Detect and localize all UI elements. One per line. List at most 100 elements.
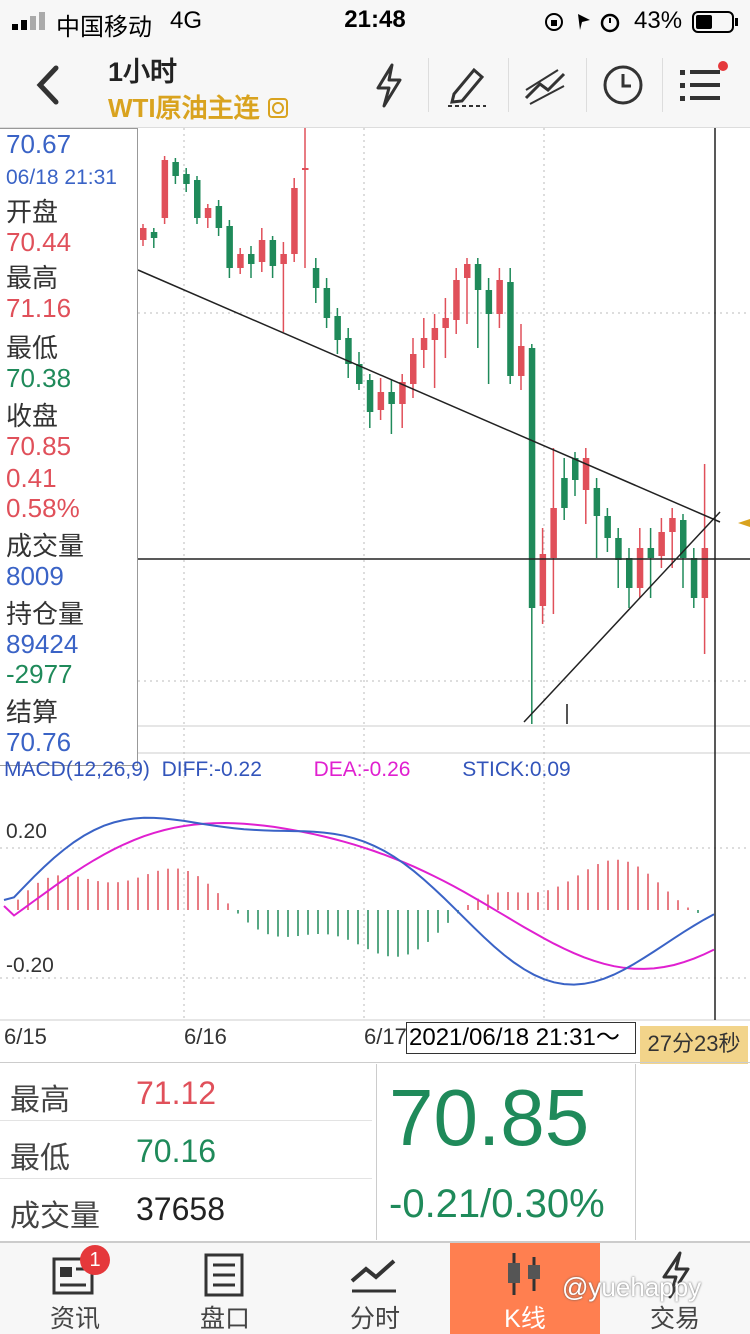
candle-body bbox=[161, 160, 169, 218]
high-label: 最高 bbox=[6, 263, 59, 293]
date-tick: 6/17 bbox=[364, 1024, 407, 1049]
open-label: 开盘 bbox=[6, 197, 59, 227]
diff-line bbox=[3, 816, 715, 986]
ohlc-info-panel: 70.67 06/18 21:31 开盘 70.44 最高 71.16 最低 7… bbox=[0, 128, 138, 766]
macd-axis-top: 0.20 bbox=[6, 820, 47, 843]
tab-news[interactable]: 1 资讯 bbox=[0, 1243, 150, 1334]
intraday-icon bbox=[350, 1259, 396, 1293]
candle-body bbox=[431, 328, 439, 340]
close-value: 70.85 bbox=[6, 431, 72, 461]
drawing-tools-icon[interactable] bbox=[520, 60, 570, 110]
candle-body bbox=[442, 318, 449, 328]
candle-body bbox=[496, 280, 503, 314]
candle-body bbox=[323, 288, 331, 318]
candle-body bbox=[410, 354, 417, 384]
candle-body bbox=[561, 478, 568, 508]
stat-row-high: 最高 71.12 bbox=[0, 1063, 372, 1121]
tab-orderbook[interactable]: 盘口 bbox=[150, 1243, 300, 1334]
candle-body bbox=[269, 240, 277, 266]
instrument-title[interactable]: WTI原油主连 bbox=[108, 88, 289, 125]
tab-label: 盘口 bbox=[199, 1305, 250, 1333]
lightning-icon[interactable] bbox=[364, 60, 414, 110]
candle-body bbox=[539, 554, 547, 606]
candle-body bbox=[647, 548, 655, 558]
last-price-panel: 70.85 -0.21/0.30% bbox=[376, 1064, 636, 1240]
pen-icon[interactable] bbox=[442, 60, 492, 110]
change-percent: 0.58% bbox=[6, 493, 80, 523]
candle-body bbox=[474, 264, 482, 290]
carrier: 中国移动 bbox=[56, 14, 152, 41]
tab-kline[interactable]: K线 bbox=[450, 1243, 600, 1334]
stat-low-value: 70.16 bbox=[136, 1133, 217, 1169]
stat-low-label: 最低 bbox=[10, 1142, 70, 1175]
candle-body bbox=[593, 488, 601, 516]
macd-label: MACD(12,26,9) bbox=[4, 758, 150, 781]
period-title[interactable]: 1小时 bbox=[108, 57, 178, 87]
orderbook-icon bbox=[204, 1253, 244, 1297]
candle-body bbox=[237, 254, 244, 268]
settle-value: 70.76 bbox=[6, 727, 72, 757]
candle-body bbox=[507, 282, 514, 376]
tab-label: 交易 bbox=[649, 1305, 700, 1333]
last-price: 70.85 bbox=[389, 1073, 590, 1162]
macd-stick: STICK:0.09 bbox=[462, 758, 571, 781]
tab-trade[interactable]: 交易 bbox=[600, 1243, 750, 1334]
header: 1小时 WTI原油主连 bbox=[0, 42, 750, 128]
candle-body bbox=[464, 264, 471, 278]
trend-line bbox=[523, 511, 721, 723]
candle-body bbox=[377, 392, 385, 410]
candle-body bbox=[334, 316, 341, 340]
battery-percent: 43% bbox=[634, 7, 683, 34]
back-icon[interactable] bbox=[30, 62, 70, 108]
battery-icon bbox=[692, 11, 738, 33]
network-type: 4G bbox=[170, 7, 203, 34]
candle-body bbox=[626, 558, 633, 588]
candle-body bbox=[680, 520, 687, 558]
clock: 21:48 bbox=[344, 6, 406, 33]
candle-body bbox=[604, 516, 611, 538]
tab-label: K线 bbox=[504, 1305, 546, 1333]
candle-body bbox=[150, 232, 158, 238]
quote-stats: 最高 71.12 最低 70.16 成交量 37658 bbox=[0, 1062, 750, 1242]
candle-body bbox=[248, 254, 255, 264]
bar-countdown: 27分23秒 bbox=[640, 1026, 748, 1064]
candle-body bbox=[518, 346, 525, 376]
price-marker bbox=[738, 519, 750, 527]
clock-icon[interactable] bbox=[598, 60, 648, 110]
stat-row-low: 最低 70.16 bbox=[0, 1121, 372, 1179]
candle-body bbox=[312, 268, 320, 288]
candle-body bbox=[399, 382, 406, 404]
low-value: 70.38 bbox=[6, 363, 72, 393]
stat-row-volume: 成交量 37658 bbox=[0, 1179, 372, 1237]
macd-diff: DIFF:-0.22 bbox=[161, 758, 262, 781]
candle-body bbox=[582, 458, 590, 490]
menu-icon[interactable] bbox=[676, 60, 732, 110]
status-bar: 中国移动 4G 21:48 43% bbox=[0, 0, 750, 42]
candle-body bbox=[528, 348, 536, 608]
candle-body bbox=[302, 168, 309, 170]
candle-body bbox=[636, 548, 644, 588]
candle-body bbox=[485, 290, 493, 314]
candle-body bbox=[194, 180, 201, 218]
news-badge: 1 bbox=[80, 1245, 110, 1275]
high-value: 71.16 bbox=[6, 293, 72, 323]
dea-line bbox=[3, 821, 715, 970]
macd-dea: DEA:-0.26 bbox=[313, 758, 411, 781]
instrument-name: WTI原油主连 bbox=[108, 93, 260, 123]
macd-axis-bottom: -0.20 bbox=[6, 954, 54, 977]
trend-line bbox=[137, 269, 721, 523]
candle-body bbox=[572, 458, 579, 480]
news-icon bbox=[52, 1257, 94, 1295]
oi-change: -2977 bbox=[6, 659, 73, 689]
candlestick-icon bbox=[508, 1253, 540, 1295]
change-value: 0.41 bbox=[6, 463, 57, 493]
info-price: 70.67 bbox=[6, 129, 72, 159]
candle-body bbox=[280, 254, 287, 264]
info-datetime: 06/18 21:31 bbox=[6, 166, 117, 189]
tab-intraday[interactable]: 分时 bbox=[300, 1243, 450, 1334]
close-label: 收盘 bbox=[6, 401, 59, 431]
candle-body bbox=[215, 206, 223, 228]
candle-body bbox=[615, 538, 622, 560]
oi-label: 持仓量 bbox=[6, 599, 85, 629]
refresh-icon bbox=[267, 98, 288, 118]
